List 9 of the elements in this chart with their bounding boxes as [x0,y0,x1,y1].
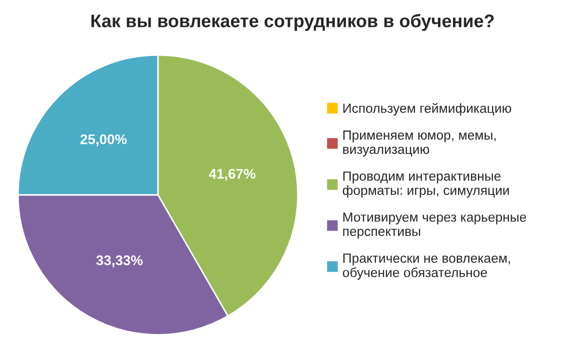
legend-label: Практически не вовлекаем, обучение обязательное [342,254,510,280]
legend-label: Проводим интерактивные форматы: игры, симуляции [342,172,509,198]
chart-title: Как вы вовлекаете сотрудников в обучение? [91,14,494,31]
legend-label: Применяем юмор, мемы, визуализацию [343,130,496,157]
legend-label: Используем геймификацию [343,103,512,116]
data-label: 33,33% [96,255,143,268]
data-label: 25,00% [80,134,127,146]
legend-label: Мотивируем через карьерные перспективы [343,212,526,239]
data-label: 41,67% [208,168,256,181]
